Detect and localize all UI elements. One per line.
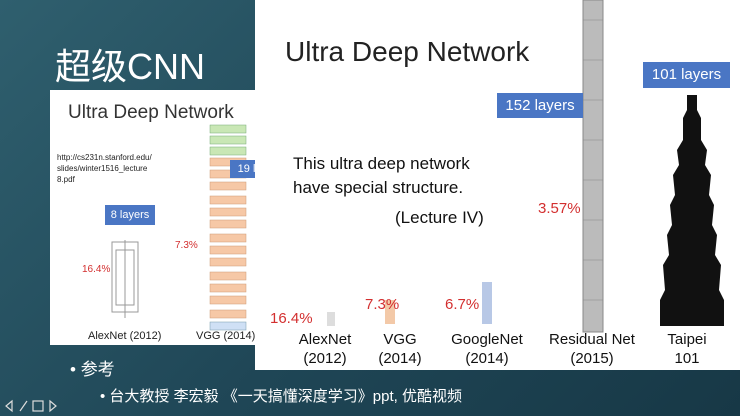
- player-controls: [5, 399, 57, 413]
- note: This ultra deep network have special str…: [293, 154, 470, 197]
- prev-button[interactable]: [5, 399, 13, 413]
- front-diagrams: [327, 0, 724, 333]
- layer-badge: 152 layers: [497, 93, 583, 118]
- error-rate: 7.3%: [175, 240, 198, 251]
- source-url: http://cs231n.stanford.edu/slides/winter…: [57, 153, 152, 184]
- heading-text: 参考: [80, 360, 115, 379]
- network-name: GoogleNet: [451, 331, 523, 348]
- network-label: AlexNet (2012): [88, 330, 162, 342]
- error-rate: 7.3%: [365, 296, 400, 313]
- network-year: (2014): [465, 350, 509, 367]
- error-rate: 16.4%: [82, 264, 111, 275]
- network-name: AlexNet: [298, 331, 352, 348]
- network-name: Residual Net: [549, 331, 635, 348]
- error-rate: 3.57%: [538, 200, 581, 217]
- reference-text: 台大教授 李宏毅 《一天搞懂深度学习》ppt, 优酷视频: [109, 388, 462, 405]
- pen-button[interactable]: [19, 400, 28, 412]
- back-diagrams: [111, 124, 247, 331]
- slide-heading: Ultra Deep Network: [285, 36, 530, 67]
- network-year: 101: [674, 350, 700, 367]
- back-image: Ultra Deep Network http://cs231n.stanfor…: [50, 90, 260, 345]
- network-label: VGG (2014): [196, 330, 256, 342]
- reference-item: • 台大教授 李宏毅 《一天搞懂深度学习》ppt, 优酷视频: [100, 388, 462, 405]
- menu-button[interactable]: [32, 400, 44, 412]
- network-year: (2015): [570, 350, 614, 367]
- layer-badge: 8 layers: [105, 205, 155, 225]
- error-rate: 16.4%: [270, 310, 313, 327]
- error-rate: 6.7%: [445, 296, 480, 313]
- source-note: (Lecture IV): [395, 208, 484, 227]
- front-slide: Ultra Deep Network This ultra deep netwo…: [255, 0, 740, 370]
- network-year: (2014): [378, 350, 422, 367]
- network-name: VGG: [383, 331, 417, 348]
- network-name: Taipei: [667, 331, 707, 348]
- back-title: Ultra Deep Network: [68, 102, 234, 123]
- slide-title: 超级CNN: [55, 46, 205, 87]
- layer-badge: 19 layers: [230, 160, 260, 178]
- references-heading: • 参考: [70, 360, 115, 379]
- layer-badge: 101 layers: [643, 62, 730, 88]
- network-year: (2012): [303, 350, 347, 367]
- next-button[interactable]: [49, 399, 57, 413]
